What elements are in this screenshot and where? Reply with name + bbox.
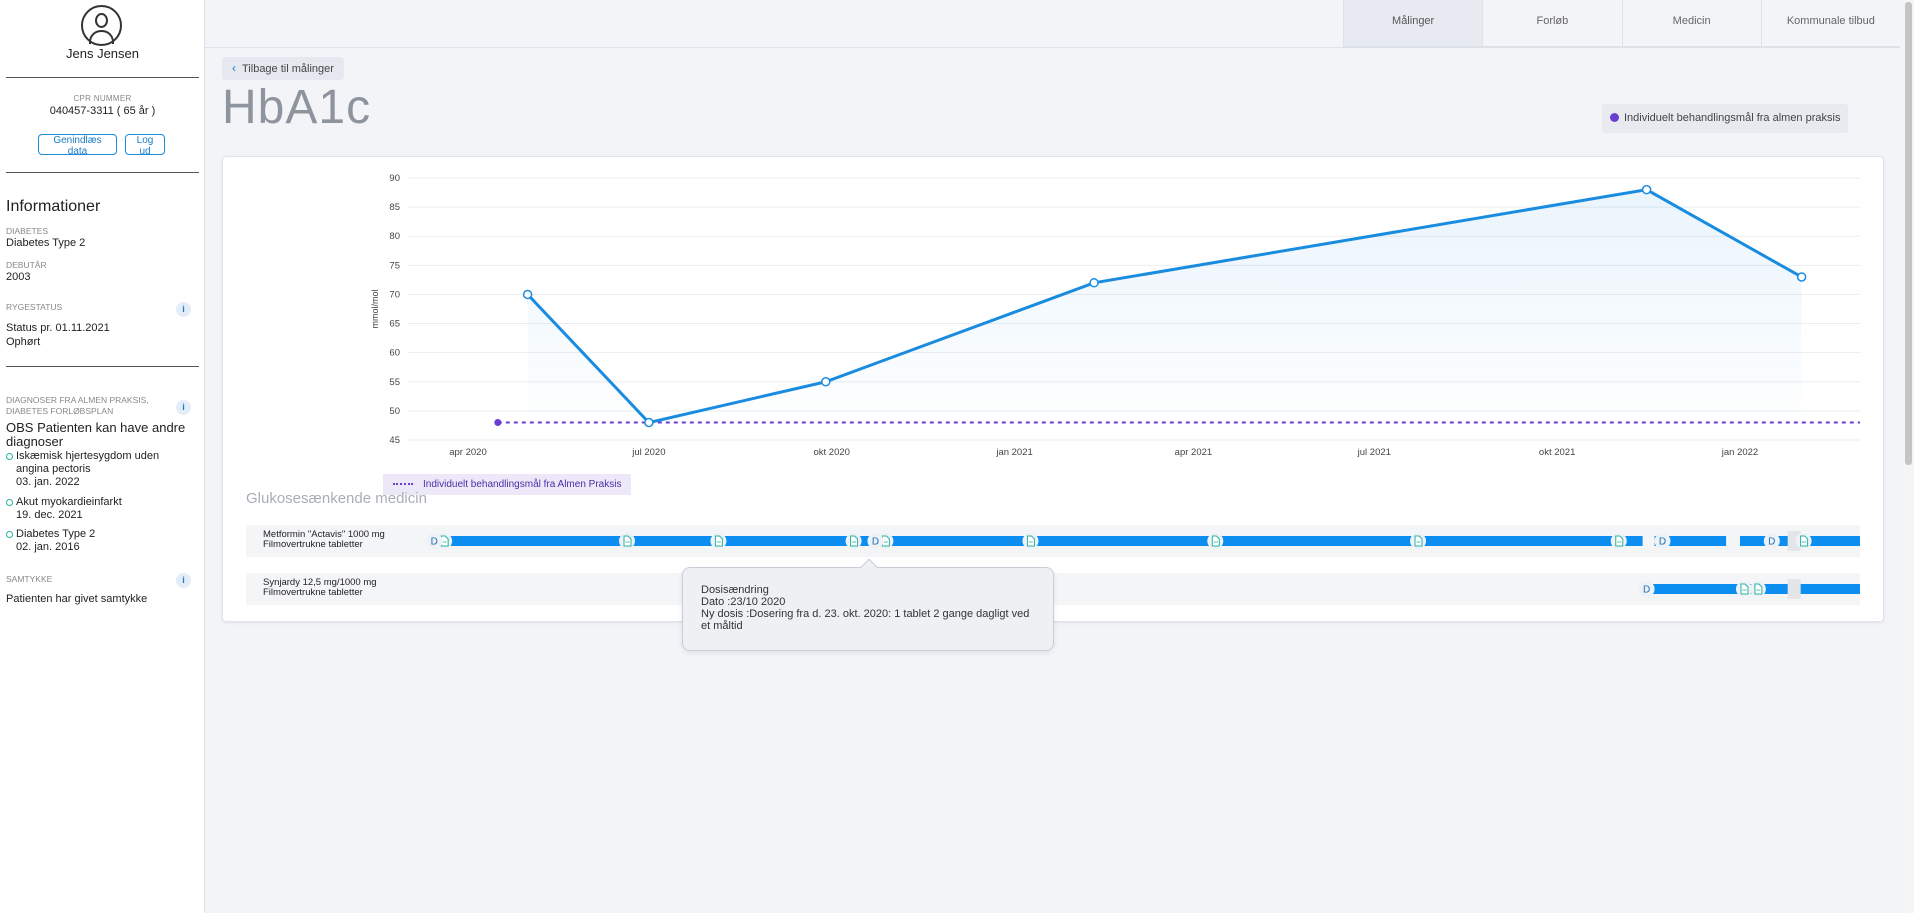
debut-label: DEBUTÅR bbox=[6, 260, 47, 270]
document-icon[interactable] bbox=[1740, 583, 1749, 595]
header-divider bbox=[205, 47, 1900, 48]
chevron-left-icon: ‹ bbox=[232, 61, 236, 75]
smoking-info-icon[interactable]: i bbox=[176, 302, 191, 317]
scrollbar-thumb[interactable] bbox=[1905, 2, 1912, 465]
medicine-form: Filmovertrukne tabletter bbox=[263, 587, 363, 598]
medicine-name: Metformin "Actavis" 1000 mg bbox=[263, 529, 385, 540]
divider bbox=[6, 172, 199, 173]
tooltip-dose: Ny dosis :Dosering fra d. 23. okt. 2020:… bbox=[701, 608, 1030, 632]
obs-text: OBS Patienten kan have andre diagnoser bbox=[6, 420, 186, 449]
dose-change-marker[interactable]: D bbox=[1768, 537, 1775, 548]
medicine-label: Synjardy 12,5 mg/1000 mg Filmovertrukne … bbox=[263, 578, 377, 598]
diabetes-value: Diabetes Type 2 bbox=[6, 237, 86, 249]
diagnosis-item: Iskæmisk hjertesygdom uden angina pector… bbox=[6, 450, 191, 489]
patient-sidebar: Jens Jensen CPR NUMMER 040457-3311 ( 65 … bbox=[0, 0, 205, 913]
page-title: HbA1c bbox=[222, 81, 372, 134]
dose-change-marker[interactable] bbox=[1763, 533, 1780, 549]
dose-change-marker[interactable] bbox=[426, 533, 443, 549]
dose-change-marker[interactable]: D bbox=[1643, 585, 1650, 596]
smoking-status: Ophørt bbox=[6, 336, 41, 348]
tab-kommunale-tilbud[interactable]: Kommunale tilbud bbox=[1760, 0, 1900, 46]
diagnosis-status-icon bbox=[6, 499, 13, 506]
document-icon[interactable] bbox=[1800, 535, 1809, 547]
medicine-bar-gap bbox=[1726, 536, 1740, 546]
divider bbox=[6, 366, 199, 367]
diagnosis-date: 02. jan. 2016 bbox=[16, 541, 80, 553]
dose-change-marker[interactable] bbox=[867, 533, 884, 549]
diagnosis-status-icon bbox=[6, 531, 13, 538]
medicine-label: Metformin "Actavis" 1000 mg Filmovertruk… bbox=[263, 530, 385, 550]
debut-value: 2003 bbox=[6, 271, 31, 283]
consent-label: SAMTYKKE bbox=[6, 574, 53, 584]
consent-info-icon[interactable]: i bbox=[176, 573, 191, 588]
consent-value: Patienten har givet samtykke bbox=[6, 593, 148, 605]
scrollbar[interactable] bbox=[1903, 0, 1914, 913]
dose-change-marker[interactable]: D bbox=[1659, 537, 1666, 548]
back-button-label: Tilbage til målinger bbox=[242, 63, 334, 75]
tooltip-title: Dosisændring bbox=[701, 584, 769, 596]
divider bbox=[6, 77, 199, 78]
medicine-bar bbox=[434, 536, 1860, 546]
end-marker[interactable] bbox=[1787, 579, 1801, 599]
diagnosis-date: 19. dec. 2021 bbox=[16, 509, 83, 521]
info-heading: Informationer bbox=[6, 198, 101, 215]
document-icon[interactable] bbox=[1414, 535, 1423, 547]
diabetes-label: DIABETES bbox=[6, 226, 49, 236]
diagnosis-date: 03. jan. 2022 bbox=[16, 476, 80, 488]
document-icon[interactable] bbox=[1211, 535, 1220, 547]
target-legend-label: Individuelt behandlingsmål fra almen pra… bbox=[1624, 112, 1841, 124]
diagnosis-name: Iskæmisk hjertesygdom uden angina pector… bbox=[16, 450, 160, 475]
target-dot-icon bbox=[1610, 113, 1619, 122]
diagnoses-info-icon[interactable]: i bbox=[176, 400, 191, 415]
smoking-label: RYGESTATUS bbox=[6, 302, 63, 312]
cpr-label: CPR NUMMER bbox=[73, 94, 132, 103]
reload-data-button[interactable]: Genindlæs data bbox=[38, 134, 117, 157]
medicine-section-title: Glukosesænkende medicin bbox=[246, 490, 427, 507]
smoking-status-date: Status pr. 01.11.2021 bbox=[6, 322, 110, 334]
chart-legend: Individuelt behandlingsmål fra Almen Pra… bbox=[383, 474, 632, 495]
diagnosis-name: Diabetes Type 2 bbox=[16, 528, 96, 540]
top-navigation: Målinger Forløb Medicin Kommunale tilbud bbox=[1343, 0, 1900, 47]
document-icon[interactable] bbox=[1754, 583, 1763, 595]
dose-change-marker[interactable]: D bbox=[431, 537, 438, 548]
patient-name: Jens Jensen bbox=[66, 46, 139, 61]
tab-forloeb[interactable]: Forløb bbox=[1482, 0, 1621, 46]
dose-change-marker[interactable]: D bbox=[872, 537, 879, 548]
avatar-icon bbox=[81, 5, 122, 46]
tooltip-date: Dato :23/10 2020 bbox=[701, 596, 786, 608]
tab-maalinger[interactable]: Målinger bbox=[1343, 0, 1483, 46]
diagnoses-label: DIAGNOSER FRA ALMEN PRAKSIS, DIABETES FO… bbox=[6, 395, 149, 416]
diagnosis-item: Diabetes Type 2 02. jan. 2016 bbox=[6, 528, 191, 554]
document-icon[interactable] bbox=[1615, 535, 1624, 547]
diagnosis-status-icon bbox=[6, 453, 13, 460]
document-icon[interactable] bbox=[1026, 535, 1035, 547]
medicine-name: Synjardy 12,5 mg/1000 mg bbox=[263, 577, 377, 588]
chart-legend-label: Individuelt behandlingsmål fra Almen Pra… bbox=[423, 479, 622, 490]
document-icon[interactable] bbox=[623, 535, 632, 547]
cpr-value: 040457-3311 ( 65 år ) bbox=[49, 105, 156, 117]
dashed-line-icon bbox=[393, 483, 413, 486]
back-to-measurements-button[interactable]: ‹ Tilbage til målinger bbox=[222, 57, 344, 80]
diagnosis-name: Akut myokardieinfarkt bbox=[16, 496, 122, 508]
logout-button[interactable]: Log ud bbox=[125, 134, 165, 157]
dose-change-marker[interactable] bbox=[1638, 581, 1655, 597]
document-icon[interactable] bbox=[850, 535, 859, 547]
tab-medicin[interactable]: Medicin bbox=[1621, 0, 1761, 46]
medicine-form: Filmovertrukne tabletter bbox=[263, 539, 363, 550]
medicine-bar-gap bbox=[1642, 536, 1655, 546]
dose-change-tooltip: Dosisændring Dato :23/10 2020 Ny dosis :… bbox=[682, 558, 1054, 651]
target-legend-toggle[interactable]: Individuelt behandlingsmål fra almen pra… bbox=[1602, 104, 1849, 133]
dose-change-marker[interactable] bbox=[1654, 533, 1671, 549]
document-icon[interactable] bbox=[714, 535, 723, 547]
diagnosis-item: Akut myokardieinfarkt 19. dec. 2021 bbox=[6, 496, 191, 522]
